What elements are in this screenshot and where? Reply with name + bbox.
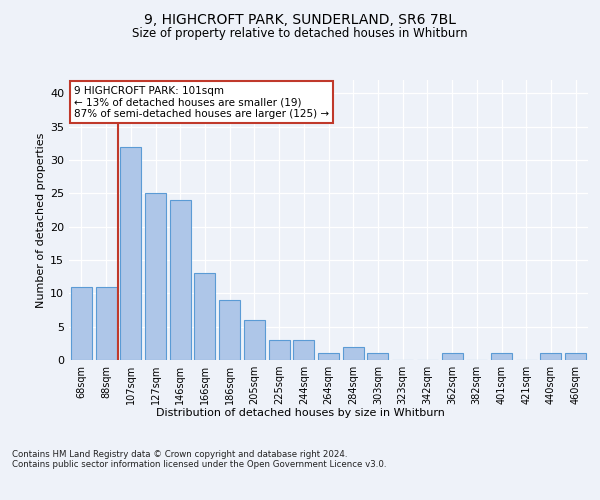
Bar: [170, 200, 191, 360]
Bar: [442, 354, 463, 360]
Bar: [367, 354, 388, 360]
Bar: [269, 340, 290, 360]
Text: 9 HIGHCROFT PARK: 101sqm
← 13% of detached houses are smaller (19)
87% of semi-d: 9 HIGHCROFT PARK: 101sqm ← 13% of detach…: [74, 86, 329, 119]
Text: 9, HIGHCROFT PARK, SUNDERLAND, SR6 7BL: 9, HIGHCROFT PARK, SUNDERLAND, SR6 7BL: [144, 12, 456, 26]
Bar: [71, 286, 92, 360]
Bar: [145, 194, 166, 360]
Bar: [318, 354, 339, 360]
Bar: [194, 274, 215, 360]
Y-axis label: Number of detached properties: Number of detached properties: [36, 132, 46, 308]
Bar: [95, 286, 116, 360]
Bar: [541, 354, 562, 360]
Text: Contains HM Land Registry data © Crown copyright and database right 2024.
Contai: Contains HM Land Registry data © Crown c…: [12, 450, 386, 469]
Text: Distribution of detached houses by size in Whitburn: Distribution of detached houses by size …: [155, 408, 445, 418]
Bar: [491, 354, 512, 360]
Bar: [293, 340, 314, 360]
Text: Size of property relative to detached houses in Whitburn: Size of property relative to detached ho…: [132, 28, 468, 40]
Bar: [343, 346, 364, 360]
Bar: [565, 354, 586, 360]
Bar: [244, 320, 265, 360]
Bar: [219, 300, 240, 360]
Bar: [120, 146, 141, 360]
